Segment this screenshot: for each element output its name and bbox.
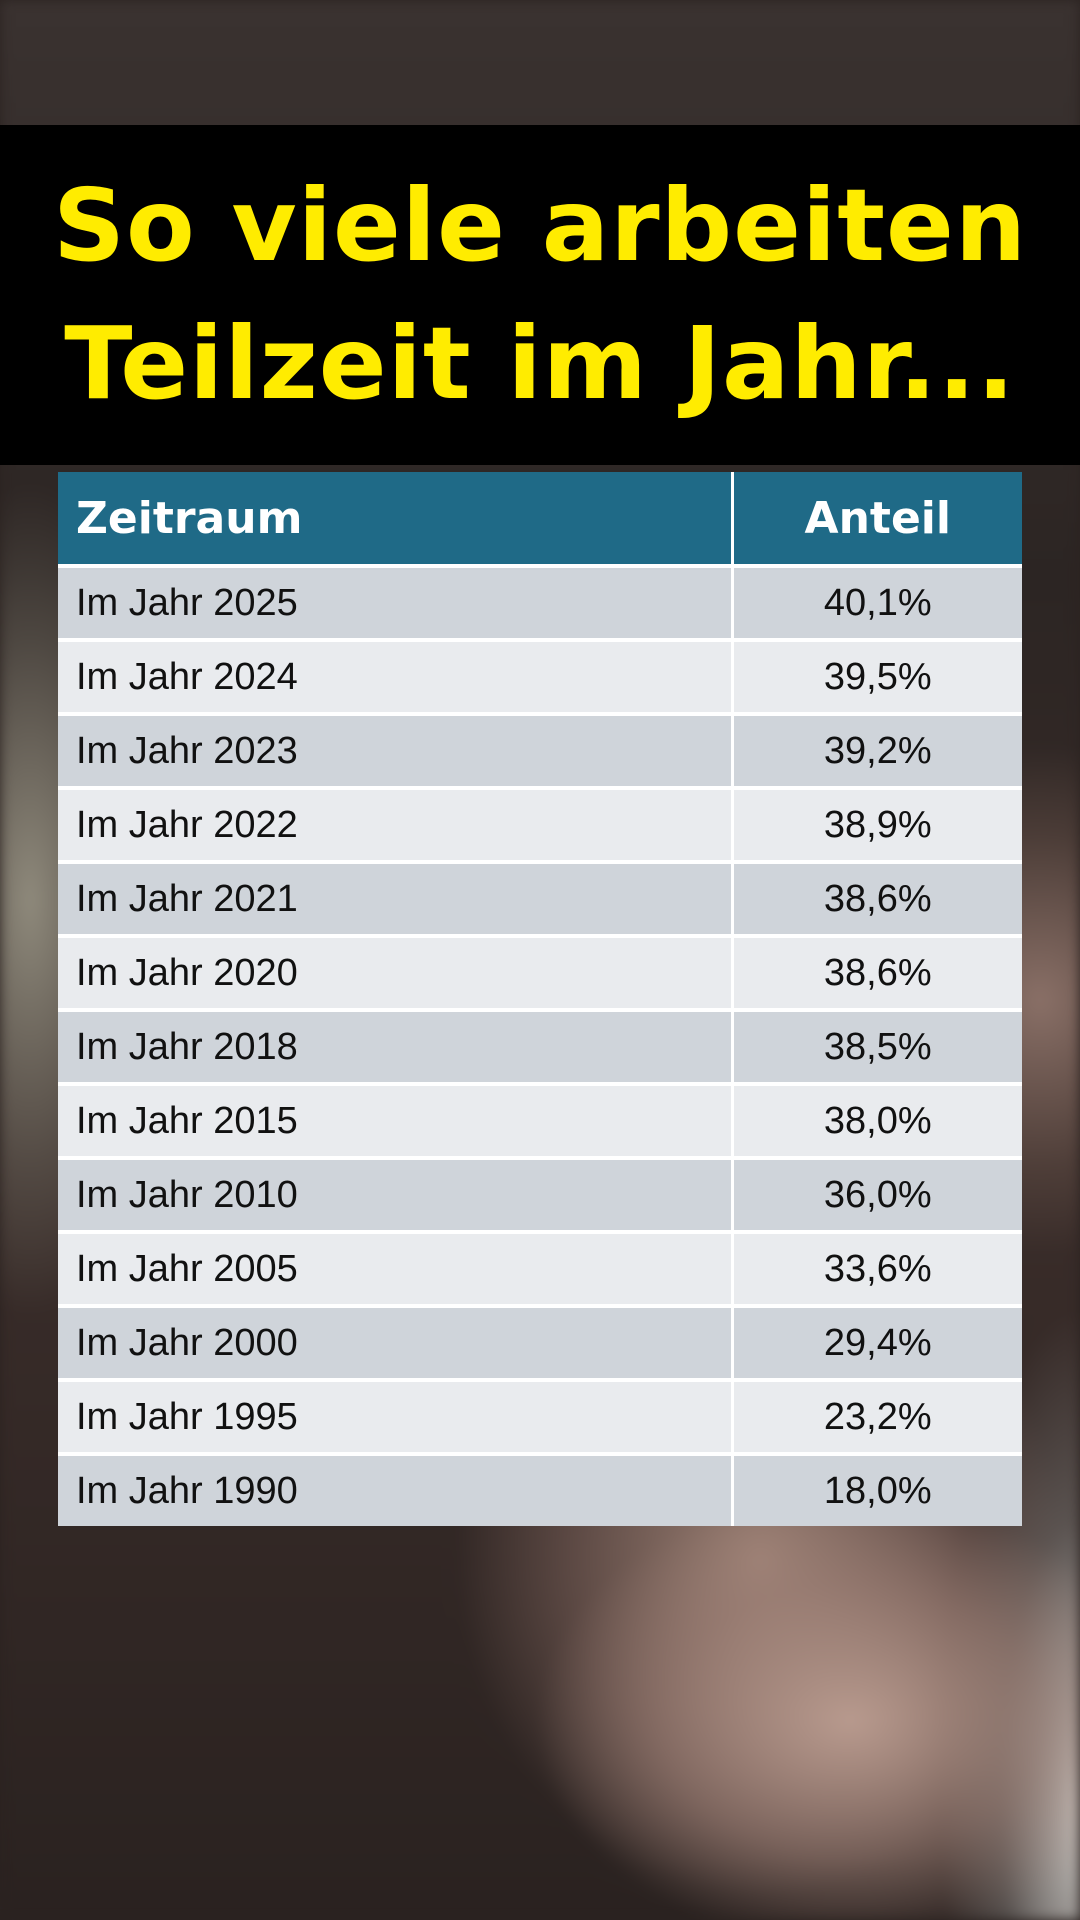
cell-anteil: 38,6% bbox=[732, 860, 1022, 936]
table-body: Im Jahr 2025 40,1% Im Jahr 2024 39,5% Im Jah… bbox=[58, 564, 1022, 1526]
cell-zeitraum: Im Jahr 2015 bbox=[58, 1082, 734, 1158]
cell-anteil: 18,0% bbox=[732, 1452, 1022, 1526]
cell-zeitraum: Im Jahr 2021 bbox=[58, 860, 734, 936]
cell-zeitraum: Im Jahr 2023 bbox=[58, 712, 734, 788]
cell-anteil: 23,2% bbox=[732, 1378, 1022, 1454]
table-row: Im Jahr 2023 39,2% bbox=[58, 712, 1022, 788]
cell-zeitraum: Im Jahr 2020 bbox=[58, 934, 734, 1010]
table-header-row: Zeitraum Anteil bbox=[58, 472, 1022, 566]
cell-zeitraum: Im Jahr 2018 bbox=[58, 1008, 734, 1084]
cell-anteil: 29,4% bbox=[732, 1304, 1022, 1380]
cell-zeitraum: Im Jahr 2025 bbox=[58, 564, 734, 640]
column-header-zeitraum: Zeitraum bbox=[58, 472, 734, 566]
table-row: Im Jahr 2015 38,0% bbox=[58, 1082, 1022, 1158]
cell-zeitraum: Im Jahr 2000 bbox=[58, 1304, 734, 1380]
cell-anteil: 38,5% bbox=[732, 1008, 1022, 1084]
data-table-container: Zeitraum Anteil Im Jahr 2025 40,1% Im Jahr… bbox=[58, 472, 1022, 1526]
table-row: Im Jahr 2025 40,1% bbox=[58, 564, 1022, 640]
table-row: Im Jahr 2018 38,5% bbox=[58, 1008, 1022, 1084]
cell-anteil: 33,6% bbox=[732, 1230, 1022, 1306]
cell-zeitraum: Im Jahr 1990 bbox=[58, 1452, 734, 1526]
table-row: Im Jahr 2021 38,6% bbox=[58, 860, 1022, 936]
table-row: Im Jahr 2020 38,6% bbox=[58, 934, 1022, 1010]
table-row: Im Jahr 2000 29,4% bbox=[58, 1304, 1022, 1380]
cell-zeitraum: Im Jahr 2010 bbox=[58, 1156, 734, 1232]
column-header-anteil: Anteil bbox=[732, 472, 1022, 566]
table-row: Im Jahr 2022 38,9% bbox=[58, 786, 1022, 862]
cell-zeitraum: Im Jahr 2024 bbox=[58, 638, 734, 714]
title-line-1: So viele arbeiten bbox=[52, 167, 1028, 284]
cell-anteil: 40,1% bbox=[732, 564, 1022, 640]
cell-anteil: 39,2% bbox=[732, 712, 1022, 788]
table-row: Im Jahr 2010 36,0% bbox=[58, 1156, 1022, 1232]
table-row: Im Jahr 1990 18,0% bbox=[58, 1452, 1022, 1526]
title-band: So viele arbeiten Teilzeit im Jahr... bbox=[0, 125, 1080, 465]
table-row: Im Jahr 2005 33,6% bbox=[58, 1230, 1022, 1306]
table-row: Im Jahr 1995 23,2% bbox=[58, 1378, 1022, 1454]
cell-anteil: 38,0% bbox=[732, 1082, 1022, 1158]
cell-anteil: 36,0% bbox=[732, 1156, 1022, 1232]
cell-anteil: 38,9% bbox=[732, 786, 1022, 862]
cell-zeitraum: Im Jahr 2022 bbox=[58, 786, 734, 862]
table-row: Im Jahr 2024 39,5% bbox=[58, 638, 1022, 714]
data-table: Zeitraum Anteil Im Jahr 2025 40,1% Im Jahr… bbox=[58, 472, 1022, 1526]
title-line-2: Teilzeit im Jahr... bbox=[64, 305, 1016, 422]
cell-zeitraum: Im Jahr 2005 bbox=[58, 1230, 734, 1306]
cell-zeitraum: Im Jahr 1995 bbox=[58, 1378, 734, 1454]
cell-anteil: 38,6% bbox=[732, 934, 1022, 1010]
cell-anteil: 39,5% bbox=[732, 638, 1022, 714]
